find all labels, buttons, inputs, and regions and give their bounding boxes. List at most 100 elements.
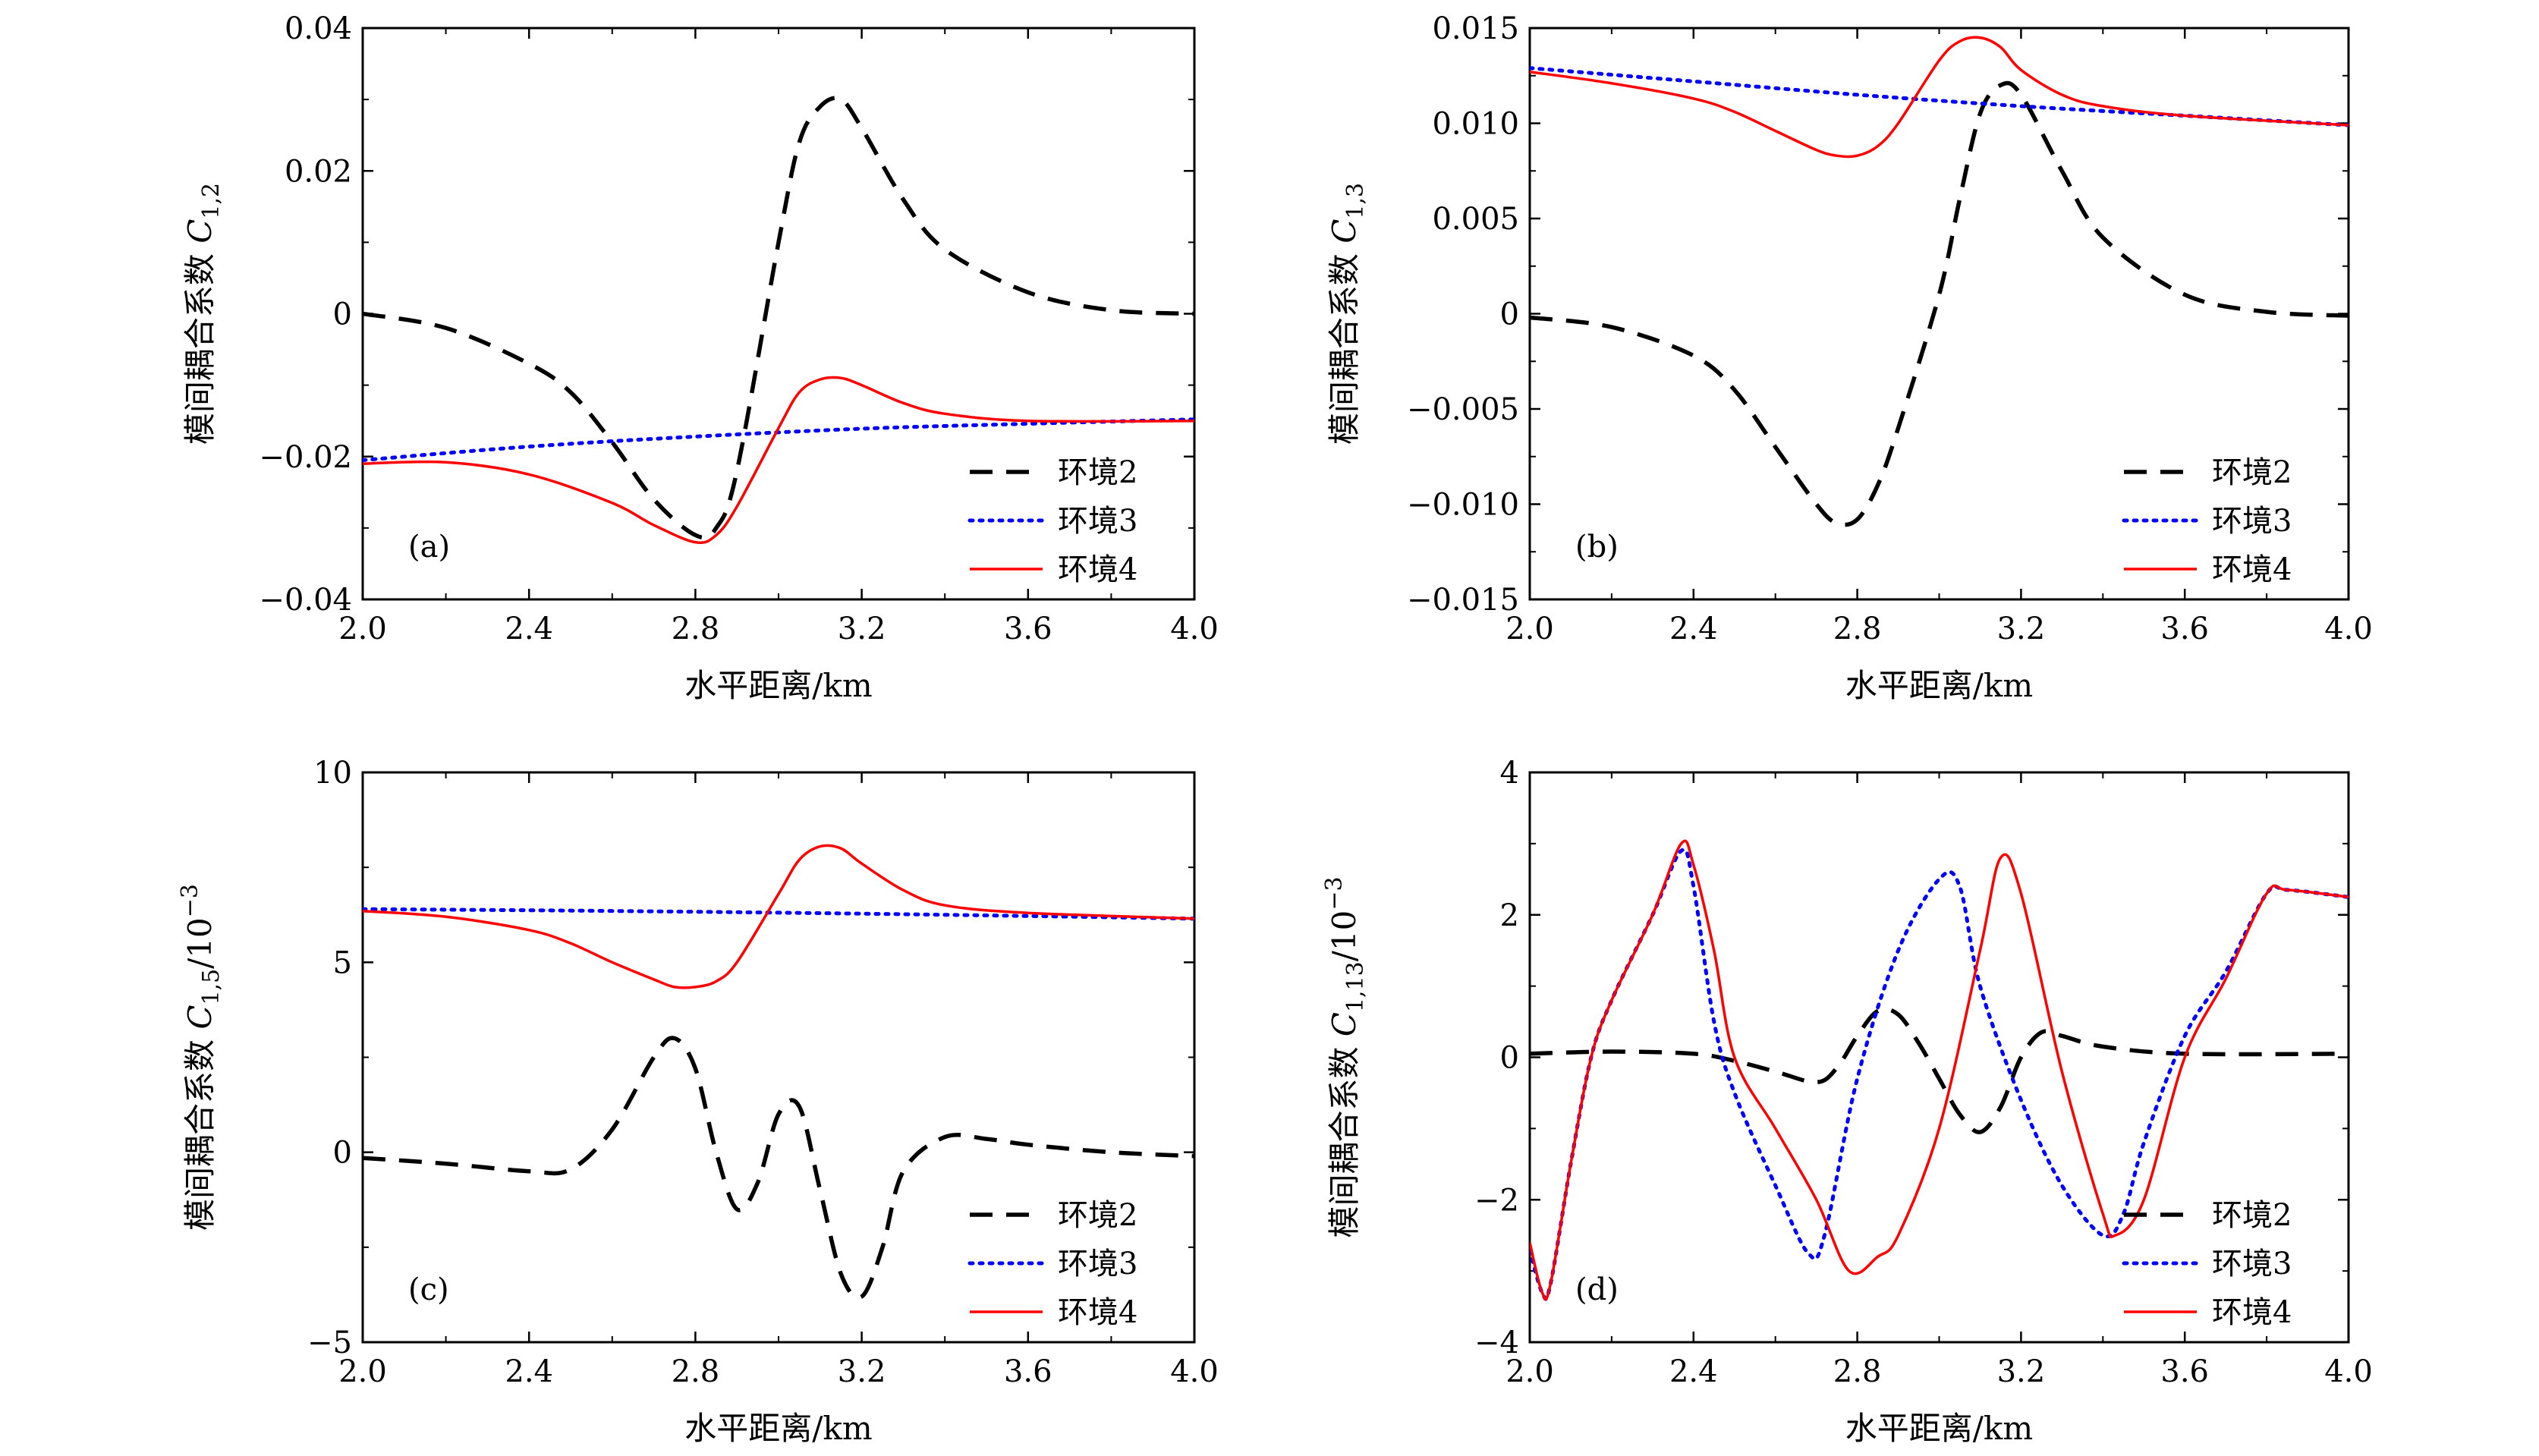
legend-label: 环境2	[2212, 455, 2292, 490]
x-tick-label: 3.2	[1997, 1354, 2046, 1389]
y-tick-label: −2	[1474, 1183, 1519, 1218]
y-tick-label: 0.02	[285, 154, 352, 189]
y-tick-label: 0	[333, 297, 352, 332]
x-tick-label: 2.8	[1833, 1354, 1882, 1389]
legend-label: 环境3	[1058, 1247, 1137, 1281]
y-tick-label: 0	[333, 1136, 352, 1171]
y-axis-label-text: 模间耦合系数	[181, 1030, 219, 1231]
series-line	[1530, 1007, 2349, 1134]
panel-c: 2.0 2.4 2.8 3.2 3.6 4.0 −5 0 5 10 水平距离/km 模间耦合系数 C1…	[177, 756, 1219, 1447]
legend-label: 环境2	[1058, 455, 1137, 490]
y-tick-label: −0.015	[1407, 583, 1519, 618]
y-tick-label: 2	[1500, 898, 1519, 933]
x-tick-label: 2.4	[1669, 612, 1718, 646]
y-axis-label-symbol: C	[181, 219, 219, 244]
x-tick-label: 4.0	[2324, 612, 2373, 646]
y-tick-label: −5	[307, 1325, 352, 1360]
panel-label: (a)	[408, 530, 450, 564]
y-tick-label: 4	[1500, 756, 1519, 791]
y-tick-label: −0.005	[1407, 392, 1519, 427]
y-axis-label-exponent: −3	[1321, 876, 1348, 910]
x-tick-label: 2.0	[1505, 612, 1554, 646]
panel-a: 2.0 2.4 2.8 3.2 3.6 4.0 −0.04 −0.02 0 0.02 0.04 水平距…	[181, 11, 1219, 704]
x-axis-label: 水平距离/km	[1845, 667, 2033, 704]
legend-label: 环境3	[2212, 1247, 2292, 1281]
x-tick-label: 2.8	[1833, 612, 1882, 646]
y-axis-label-subscript: 1,3	[1342, 183, 1369, 219]
panel-b: 2.0 2.4 2.8 3.2 3.6 4.0 −0.015 −0.010 −0.005 0 0.0…	[1326, 11, 2373, 704]
legend-label: 环境2	[1058, 1198, 1137, 1233]
legend-label: 环境4	[1058, 1295, 1137, 1330]
panel-label: (d)	[1575, 1272, 1619, 1307]
y-axis-label: 模间耦合系数 C1,3	[1326, 183, 1369, 445]
y-tick-label: −0.010	[1407, 488, 1519, 523]
y-axis-label-symbol: C	[181, 1005, 219, 1030]
y-tick-label: 0.005	[1432, 202, 1519, 237]
x-axis-label: 水平距离/km	[684, 667, 872, 704]
series-line	[1530, 839, 2349, 1301]
x-tick-label: 2.8	[672, 1354, 720, 1389]
series-line	[363, 1036, 1194, 1300]
y-axis-label-symbol: C	[1326, 219, 1363, 244]
panel-label: (b)	[1575, 530, 1619, 564]
y-axis-label-text: 模间耦合系数	[1326, 244, 1363, 445]
series-line	[1530, 66, 2349, 127]
legend-label: 环境4	[2212, 552, 2292, 587]
legend-label: 环境4	[2212, 1295, 2292, 1330]
legend-label: 环境3	[2212, 504, 2292, 539]
x-tick-label: 4.0	[1170, 612, 1219, 646]
y-tick-label: 0.015	[1432, 11, 1519, 46]
y-axis-label-text: 模间耦合系数	[181, 244, 219, 445]
y-axis-label-unit: /10	[181, 917, 219, 969]
x-axis-label: 水平距离/km	[684, 1410, 872, 1447]
x-tick-label: 2.0	[338, 612, 387, 646]
x-tick-label: 2.0	[338, 1354, 387, 1389]
x-tick-label: 2.4	[1669, 1354, 1718, 1389]
legend-label: 环境4	[1058, 552, 1137, 587]
legend-label: 环境2	[2212, 1198, 2292, 1233]
x-tick-label: 3.2	[1997, 612, 2046, 646]
y-axis-label-subscript: 1,13	[1342, 961, 1369, 1012]
y-axis-label: 模间耦合系数 C1,13/10−3	[1321, 876, 1369, 1237]
y-tick-label: 5	[333, 945, 352, 980]
legend-label: 环境3	[1058, 504, 1137, 539]
series-line	[1530, 80, 2349, 527]
y-axis-label-subscript: 1,5	[198, 969, 225, 1005]
series-line	[363, 376, 1194, 545]
x-tick-label: 2.4	[505, 612, 553, 646]
series-line	[1530, 36, 2349, 159]
x-tick-label: 4.0	[2324, 1354, 2373, 1389]
y-axis-label-exponent: −3	[177, 884, 203, 917]
y-tick-label: 0	[1500, 297, 1519, 332]
x-tick-label: 3.6	[1004, 612, 1052, 646]
x-tick-label: 3.2	[838, 612, 886, 646]
panel-label: (c)	[408, 1272, 449, 1307]
series-line	[363, 907, 1194, 921]
series-line	[363, 844, 1194, 989]
x-tick-label: 2.4	[505, 1354, 553, 1389]
y-axis-label-unit: /10	[1326, 910, 1363, 962]
x-tick-label: 3.6	[2160, 1354, 2209, 1389]
panel-d: 2.0 2.4 2.8 3.2 3.6 4.0 −4 −2 0 2 4 水平距离/km 模间耦合系数 C…	[1321, 756, 2373, 1447]
x-tick-label: 3.2	[838, 1354, 886, 1389]
x-tick-label: 3.6	[1004, 1354, 1052, 1389]
y-tick-label: 0	[1500, 1041, 1519, 1076]
x-tick-label: 2.8	[672, 612, 720, 646]
y-tick-label: −4	[1474, 1325, 1519, 1360]
series-line	[363, 417, 1194, 462]
y-tick-label: −0.02	[259, 440, 352, 475]
y-tick-label: 10	[313, 756, 352, 791]
y-tick-label: −0.04	[259, 583, 352, 618]
y-tick-label: 0.010	[1432, 107, 1519, 142]
y-axis-label-symbol: C	[1326, 1012, 1363, 1036]
y-axis-label: 模间耦合系数 C1,2	[181, 183, 225, 445]
y-axis-label-subscript: 1,2	[198, 183, 225, 219]
x-tick-label: 2.0	[1505, 1354, 1554, 1389]
x-tick-label: 3.6	[2160, 612, 2209, 646]
y-tick-label: 0.04	[285, 11, 352, 46]
series-line	[363, 96, 1194, 540]
y-axis-label-text: 模间耦合系数	[1326, 1036, 1363, 1237]
y-axis-label: 模间耦合系数 C1,5/10−3	[177, 884, 225, 1231]
x-axis-label: 水平距离/km	[1845, 1410, 2033, 1447]
